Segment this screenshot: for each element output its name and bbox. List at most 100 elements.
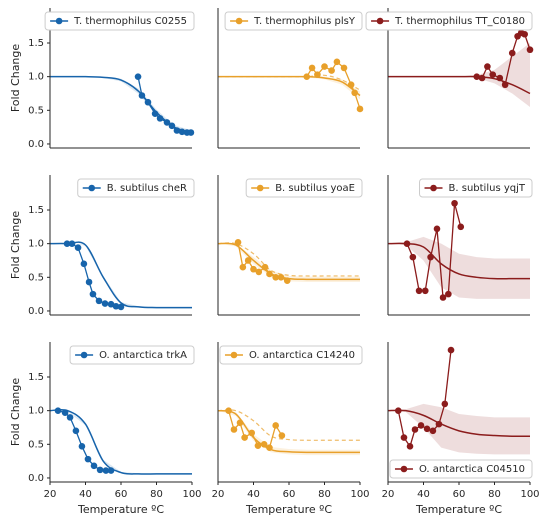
data-point <box>496 74 504 82</box>
legend: B. subtilus yqjT <box>419 178 533 198</box>
fit-line <box>387 409 531 438</box>
panel: 0.0 0.5 1.0 1.5 Fold Change B. subtilus cheR <box>9 175 195 317</box>
x-axis-label: Temperature ºC <box>245 503 332 516</box>
data-point <box>89 290 97 298</box>
legend-label: T. thermophilus C0255 <box>73 16 187 27</box>
data-point <box>68 240 76 247</box>
legend: O. antarctica C04510 <box>389 459 533 479</box>
data-point <box>225 407 232 414</box>
data-line <box>406 203 462 299</box>
legend-marker <box>235 17 243 25</box>
legend: O. antarctica C14240 <box>219 345 363 365</box>
x-tick-label: 80 <box>150 489 163 500</box>
fit-line <box>218 75 361 97</box>
data-point <box>74 244 82 251</box>
y-tick-label: 1.0 <box>28 406 44 417</box>
x-tick-label: 20 <box>212 489 225 500</box>
data-point <box>248 429 256 437</box>
data-point <box>244 257 252 264</box>
data-point <box>230 426 238 433</box>
x-tick-label: 80 <box>488 489 501 500</box>
data-point <box>163 119 171 126</box>
data-point <box>421 287 429 295</box>
x-tick-label: 100 <box>350 489 369 500</box>
data-line <box>228 410 283 449</box>
legend: T. thermophilus C0255 <box>44 11 195 31</box>
data-point <box>261 263 269 271</box>
y-tick-label: 0.5 <box>28 439 44 450</box>
confidence-band <box>388 236 530 299</box>
data-point <box>403 240 411 247</box>
data-point <box>400 434 408 441</box>
data-point <box>473 73 481 80</box>
dashed-fit <box>217 242 360 277</box>
data-point <box>241 434 248 441</box>
data-point <box>63 240 71 247</box>
y-tick-label: 0.5 <box>28 105 44 116</box>
data-point <box>333 58 341 66</box>
data-point <box>90 462 98 470</box>
data-point <box>107 300 115 308</box>
legend-label: T. thermophilus TT_C0180 <box>394 16 525 27</box>
data-point <box>484 63 491 70</box>
y-tick-label: 0.0 <box>28 473 44 484</box>
legend-box <box>365 11 533 31</box>
fit-line <box>387 242 530 280</box>
data-point <box>347 81 355 89</box>
legend-marker <box>376 17 384 25</box>
data-point <box>283 277 291 284</box>
data-point <box>66 414 74 421</box>
data-line <box>397 350 452 448</box>
confidence-band <box>388 43 530 107</box>
data-point <box>445 290 452 298</box>
data-point <box>415 287 423 295</box>
legend: B. subtilus cheR <box>77 178 195 198</box>
data-point <box>102 467 110 474</box>
y-axis-label: Fold Change <box>9 378 22 447</box>
panel: 0.0 0.5 1.0 1.5 20 40 60 80 100 Fold Change Temper… <box>9 342 202 516</box>
data-point <box>260 441 268 448</box>
data-point <box>151 110 159 117</box>
data-point <box>272 274 279 281</box>
fit-line <box>49 241 192 309</box>
data-point <box>236 419 244 427</box>
data-point <box>478 74 486 82</box>
data-point <box>417 422 425 429</box>
legend-label: B. subtilus yoaE <box>275 183 355 194</box>
data-point <box>433 225 441 233</box>
legend-label: O. antarctica C14240 <box>249 350 355 361</box>
legend-box <box>44 11 195 31</box>
legend-box <box>245 178 363 198</box>
data-point <box>451 199 458 207</box>
legend-box <box>419 178 533 198</box>
x-tick-label: 60 <box>115 489 128 500</box>
legend-label: B. subtilus yqjT <box>449 183 526 194</box>
y-tick-label: 0.0 <box>28 306 44 317</box>
legend-label: T. thermophilus plsY <box>253 16 356 27</box>
data-point <box>234 239 242 246</box>
data-point <box>95 297 103 305</box>
dashed-fit <box>217 409 360 441</box>
legend-marker <box>55 17 63 25</box>
data-line <box>306 60 361 110</box>
data-line <box>67 243 122 308</box>
panel: 0.0 0.5 1.0 1.5 Fold Change T. thermophilus C… <box>9 8 195 150</box>
data-point <box>107 467 115 474</box>
data-point <box>112 302 120 310</box>
fit-line <box>217 409 360 454</box>
data-point <box>266 444 273 451</box>
legend-box <box>77 178 195 198</box>
panel: B. subtilus yoaE <box>217 175 363 316</box>
data-point <box>72 427 80 435</box>
data-point <box>406 443 414 450</box>
legend-box <box>219 345 363 365</box>
confidence-band <box>218 410 360 456</box>
confidence-band <box>50 243 192 309</box>
legend-marker <box>400 465 408 473</box>
y-tick-label: 1.5 <box>28 38 44 49</box>
x-tick-label: 20 <box>44 489 57 500</box>
data-point <box>340 64 348 72</box>
data-point <box>84 455 92 463</box>
data-point <box>303 73 311 80</box>
legend-marker <box>230 351 238 359</box>
